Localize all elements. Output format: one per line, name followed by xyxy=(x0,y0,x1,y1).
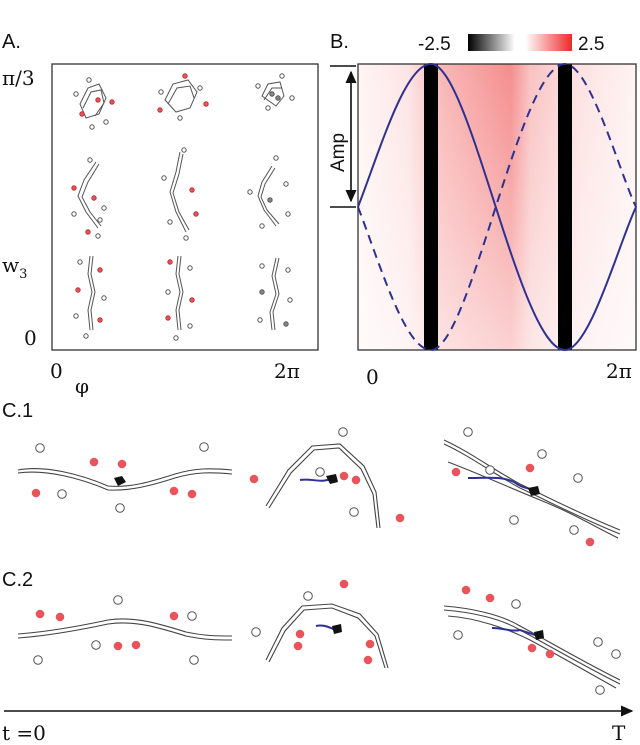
dashed-sine-curve xyxy=(357,62,637,352)
timeline: t =0 T xyxy=(2,705,634,745)
amp-label: Amp xyxy=(328,133,349,172)
panel-a-label: A. xyxy=(2,31,21,53)
time-start-label: t =0 xyxy=(2,721,46,745)
panel-c1-label: C.1 xyxy=(2,400,33,422)
c2-frame-1 xyxy=(17,595,233,665)
panel-a-y-mid: w3 xyxy=(2,253,27,282)
mini-swimmer-r1c1 xyxy=(73,77,115,130)
panel-a-y-mid-sub: 3 xyxy=(19,267,27,282)
c1-frame-3 xyxy=(443,427,621,547)
panel-a-y-top: π/3 xyxy=(2,66,35,90)
mini-swimmer-r1c2 xyxy=(157,73,209,121)
c2-frame-2 xyxy=(251,579,389,669)
c1-frame-2 xyxy=(249,427,405,529)
heatmap-fade xyxy=(358,64,636,350)
mini-swimmer-r3c2 xyxy=(165,255,195,341)
heatmap-dark-band-2 xyxy=(558,64,572,350)
colorbar-max-label: 2.5 xyxy=(578,34,604,55)
time-end-label: T xyxy=(612,721,626,745)
mini-swimmer-r1c3 xyxy=(255,73,295,111)
c2-frame-3 xyxy=(443,585,621,695)
mini-swimmer-r3c3 xyxy=(257,257,293,331)
colorbar xyxy=(468,34,572,51)
colorbar-min-label: -2.5 xyxy=(418,34,451,55)
mini-swimmer-r2c3 xyxy=(247,155,291,229)
c1-frame-1 xyxy=(17,442,233,513)
panel-a-x-symbol: φ xyxy=(75,374,89,398)
panel-b: B. -2.5 2.5 Amp 0 2π xyxy=(328,31,637,389)
panel-b-x-left: 0 xyxy=(366,365,379,389)
panel-a: A. π/3 w3 0 0 φ 2π xyxy=(2,31,319,398)
mini-swimmer-r3c1 xyxy=(73,255,107,339)
panel-b-x-right: 2π xyxy=(606,359,632,383)
mini-swimmer-r2c1 xyxy=(71,157,107,239)
heatmap-dark-band-1 xyxy=(424,64,438,350)
panel-a-x-right: 2π xyxy=(274,359,300,383)
panel-a-y-mid-base: w xyxy=(2,253,19,277)
panel-a-x-left: 0 xyxy=(50,359,63,383)
solid-sine-curve xyxy=(357,62,637,352)
mini-swimmer-r2c2 xyxy=(161,147,199,241)
panel-b-label: B. xyxy=(330,31,349,53)
panel-c2: C.2 xyxy=(2,569,621,695)
panel-a-y-bottom: 0 xyxy=(24,326,37,350)
panel-c1: C.1 xyxy=(2,400,621,547)
panel-c2-label: C.2 xyxy=(2,569,33,591)
